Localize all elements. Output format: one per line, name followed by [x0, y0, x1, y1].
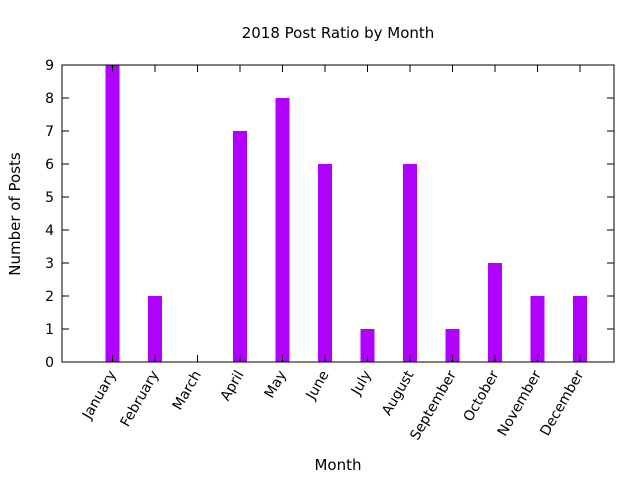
x-tick-label: November [495, 368, 545, 439]
bar [275, 98, 290, 362]
y-tick-label: 1 [45, 322, 54, 338]
x-tick-label: May [262, 368, 290, 401]
bar [105, 65, 120, 362]
y-tick-label: 6 [45, 157, 54, 173]
x-tick-label: March [170, 368, 205, 413]
bar [488, 263, 502, 362]
y-tick-label: 3 [45, 256, 54, 272]
bar [403, 164, 417, 362]
y-tick-label: 9 [45, 58, 54, 74]
y-tick-label: 5 [45, 190, 54, 206]
x-tick-label: July [348, 368, 375, 399]
y-tick-label: 7 [45, 124, 54, 140]
y-axis-label: Number of Posts [6, 152, 24, 276]
bar [233, 131, 247, 362]
x-tick-label: February [118, 368, 163, 430]
y-tick-label: 4 [45, 223, 54, 239]
bar [530, 296, 545, 362]
x-tick-label: August [379, 368, 418, 419]
bar [445, 329, 460, 362]
plot-frame [61, 64, 615, 363]
bar [573, 296, 587, 362]
x-tick-label: April [218, 368, 248, 404]
bar [318, 164, 332, 362]
bar [148, 296, 162, 362]
chart-title: 2018 Post Ratio by Month [242, 24, 435, 42]
x-tick-label: January [79, 368, 120, 423]
x-tick-label: June [303, 368, 333, 403]
bar [360, 329, 375, 362]
y-tick-label: 0 [45, 355, 54, 371]
y-tick-label: 8 [45, 91, 54, 107]
x-tick-label: October [461, 368, 503, 425]
x-tick-label: December [537, 368, 587, 439]
y-tick-label: 2 [45, 289, 54, 305]
x-axis-label: Month [314, 456, 361, 474]
